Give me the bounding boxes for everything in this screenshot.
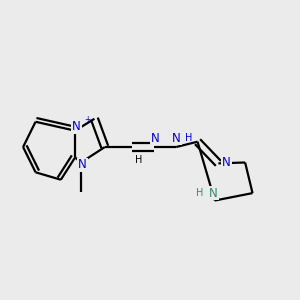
Text: N: N	[151, 132, 159, 145]
Text: N: N	[172, 132, 181, 145]
Text: H: H	[185, 133, 192, 143]
Text: N: N	[72, 120, 81, 133]
Text: N: N	[222, 156, 231, 169]
Text: H: H	[135, 154, 142, 164]
Text: N: N	[209, 187, 218, 200]
Text: +: +	[85, 115, 91, 124]
Text: N: N	[78, 158, 87, 171]
Text: H: H	[196, 188, 204, 198]
